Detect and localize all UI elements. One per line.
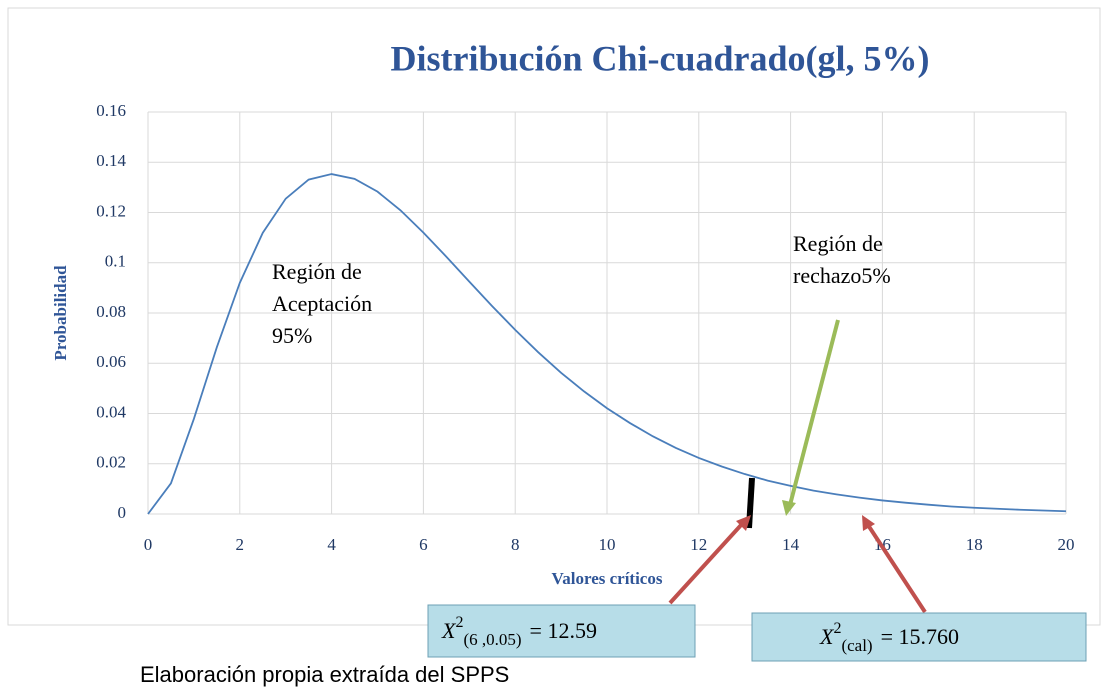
arrow (866, 523, 927, 614)
x-tick-label: 18 (966, 535, 983, 554)
formula-rhs: = 15.760 (881, 624, 959, 649)
arrow-head (736, 515, 751, 531)
source-note: Elaboración propia extraída del SPPS (140, 662, 509, 687)
formula-rhs: = 12.59 (530, 618, 597, 643)
chart-title: Distribución Chi-cuadrado(gl, 5%) (390, 38, 929, 78)
arrow (668, 522, 744, 605)
formula-box (427, 604, 696, 658)
x-tick-label: 20 (1058, 535, 1075, 554)
chart-border (7, 7, 1101, 626)
x-tick-label: 12 (690, 535, 707, 554)
x-tick-label: 0 (144, 535, 153, 554)
y-tick-label: 0.02 (96, 453, 126, 472)
arrow-head (862, 515, 875, 531)
formula-box (751, 612, 1087, 662)
formula: X2(6 ,0.05) = 12.59 (441, 614, 597, 649)
formula-base: X (819, 624, 835, 649)
x-tick-label: 4 (327, 535, 336, 554)
x-tick-label: 2 (236, 535, 245, 554)
x-tick-label: 6 (419, 535, 428, 554)
formula-sub: (6 ,0.05) (463, 630, 521, 649)
y-axis-label: Probabilidad (51, 265, 70, 361)
x-tick-label: 10 (599, 535, 616, 554)
formula-sub: (cal) (841, 636, 872, 655)
annotation: 95% (272, 323, 312, 348)
y-tick-label: 0.16 (96, 101, 126, 120)
formula-sup: 2 (833, 620, 841, 637)
arrow-head (782, 500, 796, 516)
y-tick-label: 0.06 (96, 352, 126, 371)
x-axis-label: Valores críticos (552, 569, 663, 588)
arrow (788, 319, 840, 506)
formula-base: X (441, 618, 457, 643)
annotation: Región de (272, 259, 362, 284)
data-line (147, 173, 1067, 515)
y-tick-label: 0 (118, 503, 127, 522)
annotation: Aceptación (272, 291, 372, 316)
annotation: rechazo5% (793, 263, 891, 288)
y-tick-label: 0.1 (105, 252, 126, 271)
critical-marker (746, 477, 755, 529)
y-tick-label: 0.14 (96, 151, 126, 170)
y-tick-label: 0.12 (96, 201, 126, 220)
x-tick-label: 8 (511, 535, 520, 554)
y-tick-label: 0.08 (96, 302, 126, 321)
x-tick-label: 14 (782, 535, 800, 554)
formula-sup: 2 (455, 614, 463, 631)
annotation: Región de (793, 231, 883, 256)
formula: X2(cal) = 15.760 (819, 620, 959, 655)
y-tick-label: 0.04 (96, 402, 126, 421)
